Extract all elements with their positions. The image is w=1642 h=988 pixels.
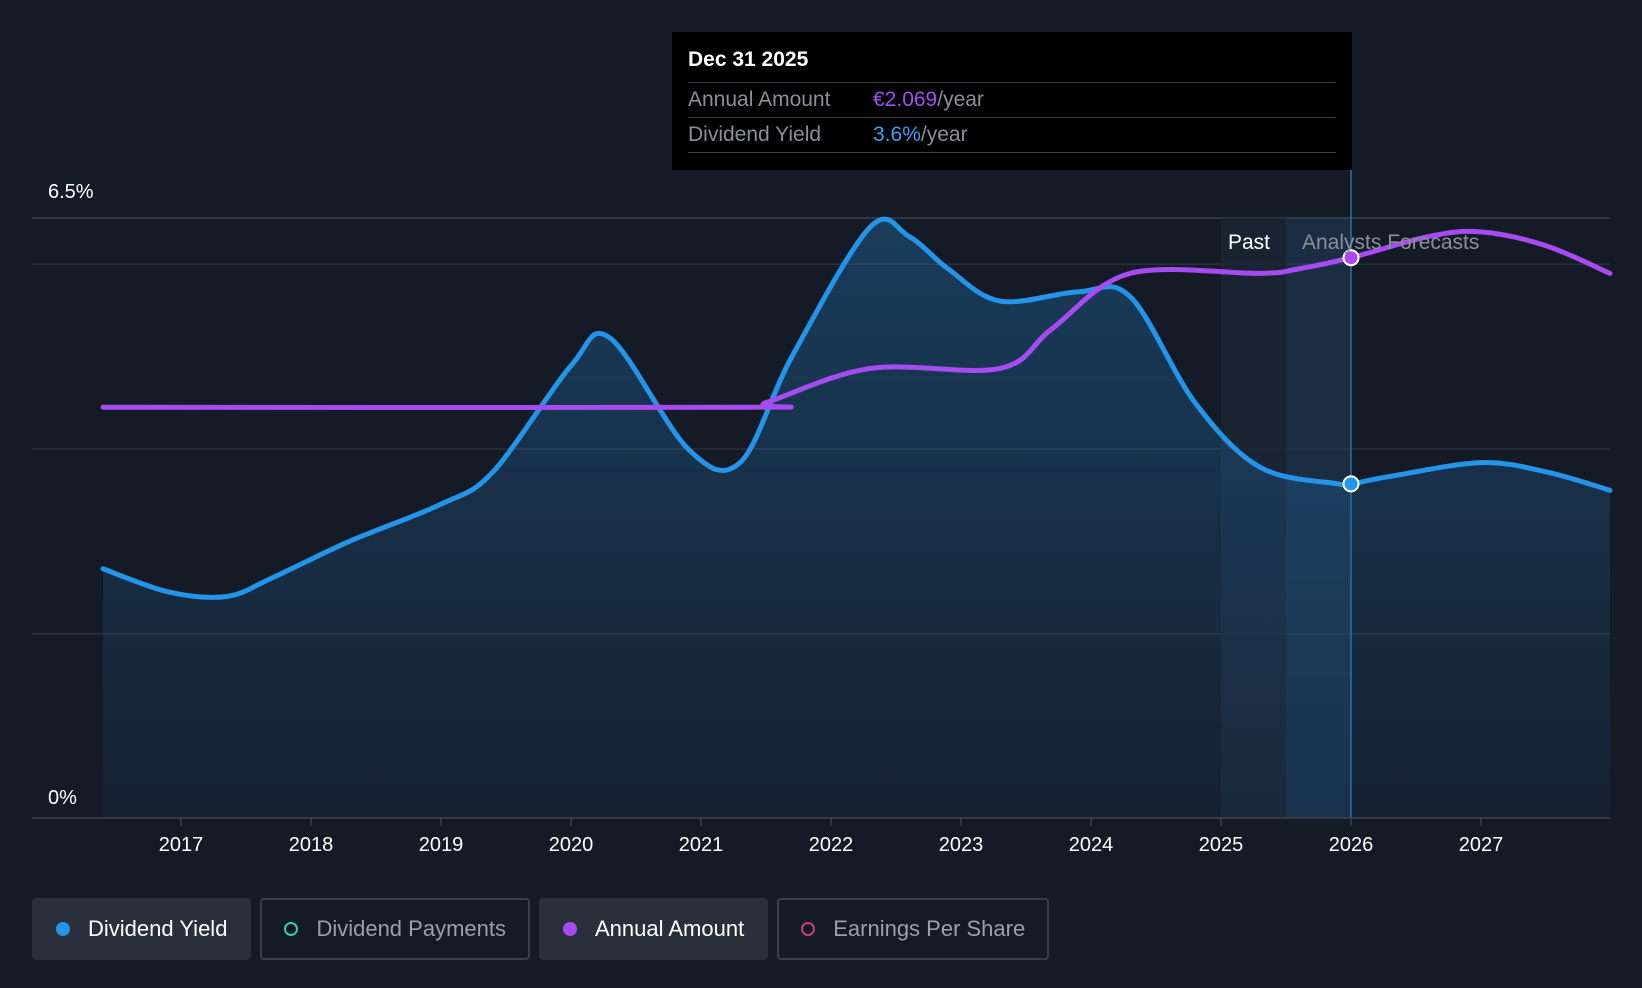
tooltip-yield-label: Dividend Yield: [688, 123, 822, 146]
x-tick-label: 2021: [679, 834, 724, 856]
tooltip-annual-unit: /year: [937, 88, 984, 111]
x-tick-label: 2023: [939, 834, 984, 856]
y-axis-label: 0%: [48, 787, 77, 809]
past-label: Past: [1228, 231, 1270, 254]
forecast-label: Analysts Forecasts: [1302, 231, 1479, 254]
legend-annual-amount[interactable]: Annual Amount: [538, 898, 769, 960]
legend-dividend-yield[interactable]: Dividend Yield: [32, 898, 252, 960]
tooltip-yield-value: 3.6%: [873, 123, 921, 146]
x-tick-label: 2017: [159, 834, 204, 856]
x-tick-label: 2027: [1459, 834, 1504, 856]
legend-label: Earnings Per Share: [833, 916, 1026, 941]
x-tick-label: 2022: [809, 834, 854, 856]
legend-ring-icon: [801, 922, 816, 936]
annual-amount-line: [100, 228, 1613, 411]
legend: Dividend Yield Dividend Payments Annual …: [32, 898, 1050, 960]
tooltip-yield-unit: /year: [920, 123, 968, 146]
legend-dot-icon: [56, 922, 70, 936]
x-tick-label: 2025: [1199, 834, 1244, 856]
y-axis-label: 6.5%: [48, 181, 94, 203]
annual-amount-hover-point: [1342, 249, 1360, 267]
legend-label: Dividend Yield: [88, 916, 228, 941]
tooltip-yield-row: Dividend Yield 3.6%/year: [688, 117, 1336, 153]
x-tick-label: 2026: [1329, 834, 1374, 856]
legend-dividend-payments[interactable]: Dividend Payments: [260, 898, 530, 960]
x-tick-label: 2018: [289, 834, 334, 856]
tooltip-annual-row: Annual Amount €2.069/year: [688, 82, 1336, 117]
legend-dot-icon: [562, 922, 577, 936]
x-tick-label: 2024: [1069, 834, 1114, 856]
dividend-yield-area: [103, 219, 1610, 819]
legend-earnings-per-share[interactable]: Earnings Per Share: [777, 898, 1050, 960]
tooltip-annual-value: €2.069: [873, 88, 938, 111]
tooltip: Dec 31 2025 Annual Amount €2.069/year Di…: [672, 32, 1352, 170]
tooltip-date: Dec 31 2025: [688, 48, 809, 71]
dividend-yield-hover-point: [1342, 475, 1360, 493]
tooltip-annual-label: Annual Amount: [688, 88, 831, 111]
legend-ring-icon: [284, 922, 299, 936]
x-tick-label: 2020: [549, 834, 594, 856]
legend-label: Dividend Payments: [316, 916, 506, 941]
x-tick-label: 2019: [419, 834, 464, 856]
legend-label: Annual Amount: [594, 916, 745, 941]
